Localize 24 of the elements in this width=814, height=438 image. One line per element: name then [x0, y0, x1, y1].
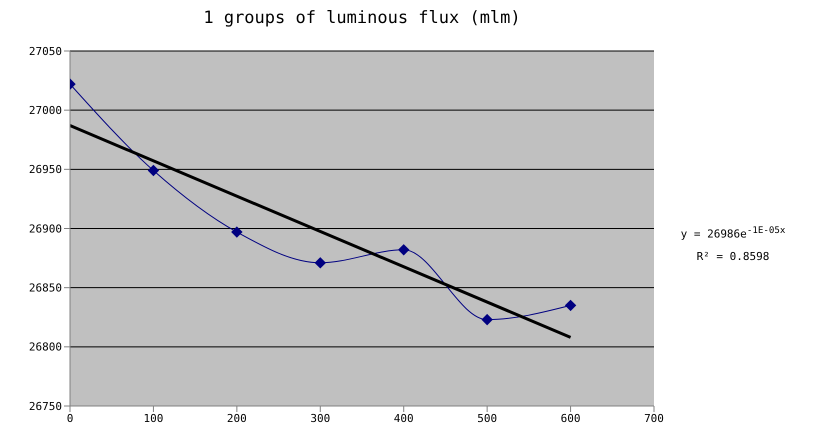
point: [231, 226, 242, 238]
x-tick-label: 0: [66, 412, 74, 425]
text: R² = 0.8598: [696, 248, 770, 265]
y-tick-label: 27000: [28, 104, 62, 118]
point: [398, 244, 410, 256]
y-tick-label: 26800: [28, 340, 62, 354]
point: [565, 300, 576, 311]
chart-title: 1 groups of luminous flux (mlm): [202, 8, 522, 28]
x-tick-label: 600: [560, 412, 581, 425]
y-tick-label: 26950: [28, 163, 62, 176]
y-tick-label: 26900: [28, 222, 62, 236]
x-tick-label: 100: [143, 412, 164, 425]
point: [314, 257, 326, 268]
x-tick-label: 300: [310, 412, 330, 425]
x-tick-label: 500: [477, 412, 498, 425]
y-tick-label: 27050: [28, 44, 62, 58]
x-tick-label: 400: [394, 412, 414, 425]
text: y = 26986e$^{-1E-05x}$: [680, 224, 786, 243]
point: [148, 165, 159, 176]
y-tick-label: 26850: [28, 282, 62, 295]
y-tick-label: 26750: [28, 400, 62, 413]
x-tick-label: 200: [226, 412, 247, 425]
x-tick-label: 700: [644, 412, 664, 425]
point: [482, 314, 493, 326]
